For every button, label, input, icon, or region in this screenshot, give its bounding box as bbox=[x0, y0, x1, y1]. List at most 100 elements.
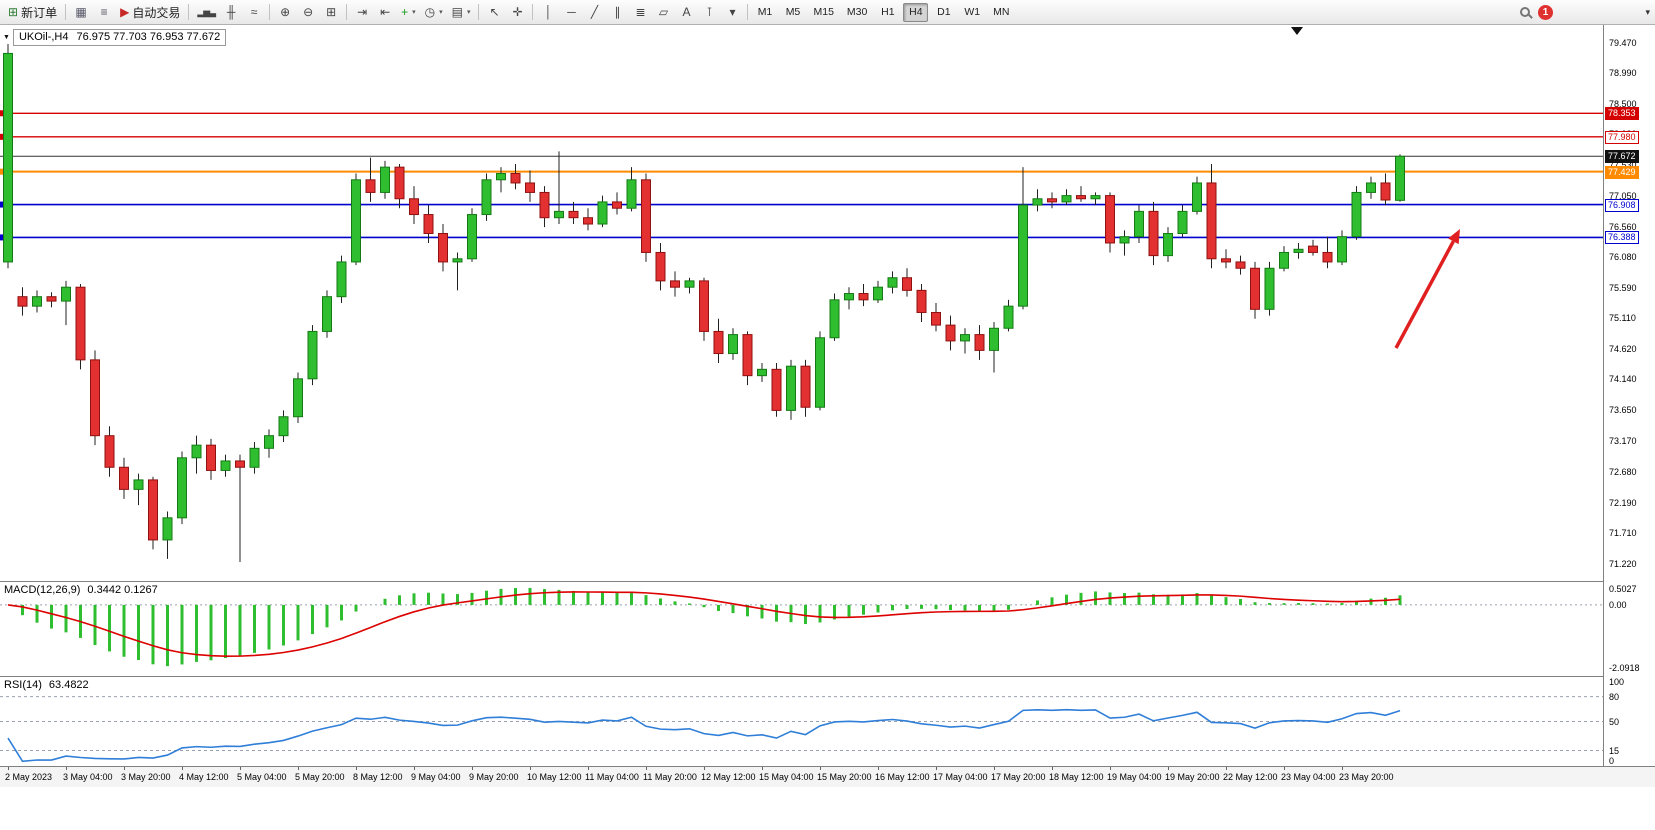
macd-pane[interactable]: MACD(12,26,9) 0.3442 0.1267 bbox=[0, 581, 1603, 676]
annotation-arrow bbox=[1394, 240, 1455, 349]
periods-button[interactable]: ◷ ▾ bbox=[421, 2, 447, 23]
chart-shift-button[interactable]: ⇤ bbox=[374, 2, 396, 23]
timeframe-h1-button[interactable]: H1 bbox=[875, 3, 900, 22]
vertical-line-tool-button[interactable]: │ bbox=[537, 2, 559, 23]
timeframe-m15-button[interactable]: M15 bbox=[808, 3, 838, 22]
candle bbox=[858, 293, 869, 301]
time-label: 4 May 12:00 bbox=[179, 772, 229, 782]
search-icon[interactable] bbox=[1520, 7, 1533, 19]
candle bbox=[1293, 248, 1304, 253]
hline-price-badge: 76.908 bbox=[1605, 198, 1639, 212]
line-chart-type-button[interactable]: ≈ bbox=[243, 2, 265, 23]
trendline-tool-button[interactable]: ╱ bbox=[583, 2, 605, 23]
main-chart-pane[interactable]: ▼ UKOil-,H4 76.975 77.703 76.953 77.672 bbox=[0, 25, 1603, 581]
time-label: 15 May 04:00 bbox=[759, 772, 814, 782]
timeframe-d1-button[interactable]: D1 bbox=[931, 3, 956, 22]
candle bbox=[1105, 195, 1115, 244]
time-label: 9 May 20:00 bbox=[469, 772, 519, 782]
candle bbox=[1163, 233, 1173, 257]
horizontal-line-tool-icon: ─ bbox=[567, 5, 576, 19]
time-tick bbox=[1342, 767, 1343, 770]
bar-chart-type-button[interactable]: ▂▅▃ bbox=[193, 2, 219, 23]
auto-scroll-button[interactable]: ⇥ bbox=[351, 2, 373, 23]
timeframe-w1-button[interactable]: W1 bbox=[959, 3, 985, 22]
time-axis[interactable]: 2 May 2023 3 May 04:00 3 May 20:00 4 May 12… bbox=[0, 766, 1655, 787]
candle bbox=[1192, 182, 1202, 212]
templates-button[interactable]: ▤ ▾ bbox=[448, 2, 475, 23]
timeframe-m30-button[interactable]: M30 bbox=[842, 3, 872, 22]
notification-badge[interactable]: 1 bbox=[1538, 4, 1553, 20]
objects-list-button[interactable]: ▾ bbox=[721, 2, 743, 23]
zoom-out-button[interactable]: ⊖ bbox=[297, 2, 319, 23]
auto-scroll-icon: ⇥ bbox=[357, 5, 368, 19]
time-label: 2 May 2023 bbox=[5, 772, 53, 782]
time-tick bbox=[1226, 767, 1227, 770]
toolbar-separator bbox=[188, 4, 190, 20]
candle bbox=[3, 52, 13, 263]
toolbar-separator bbox=[747, 4, 749, 20]
price-axis-label: 74.140 bbox=[1609, 374, 1637, 385]
new-order-button[interactable]: ⊞ 新订单 bbox=[4, 2, 61, 23]
timeframe-h4-button[interactable]: H4 bbox=[903, 2, 929, 22]
hline-price-badge: 77.980 bbox=[1605, 130, 1639, 144]
timeframe-m1-button[interactable]: M1 bbox=[752, 3, 777, 22]
toolbar-separator bbox=[269, 4, 271, 20]
hline-price-badge: 78.353 bbox=[1605, 107, 1639, 121]
candle bbox=[1076, 195, 1086, 200]
candlestick-chart-type-button[interactable]: ╫ bbox=[220, 2, 242, 23]
candle bbox=[380, 166, 390, 193]
candle bbox=[800, 365, 811, 408]
chart-scroll-marker bbox=[1291, 27, 1303, 35]
candle bbox=[1018, 204, 1028, 307]
toolbar-overflow-icon[interactable]: ▾ bbox=[1645, 7, 1650, 17]
bar-chart-type-icon: ▂▅▃ bbox=[197, 6, 216, 17]
horizontal-line-tool-button[interactable]: ─ bbox=[560, 2, 582, 23]
time-label: 17 May 20:00 bbox=[991, 772, 1046, 782]
channel-tool-button[interactable]: ∥ bbox=[606, 2, 628, 23]
macd-signal-line bbox=[7, 591, 1401, 657]
navigator-button[interactable]: ≡ bbox=[93, 2, 115, 23]
indicators-button[interactable]: + ▾ bbox=[397, 2, 420, 23]
charts-window-icon: ▦ bbox=[75, 5, 87, 19]
candle bbox=[481, 179, 492, 216]
candle bbox=[583, 217, 593, 225]
shapes-tool-button[interactable]: ▱ bbox=[652, 2, 674, 23]
candle bbox=[626, 179, 637, 209]
candle bbox=[206, 444, 216, 471]
candle bbox=[1177, 210, 1188, 235]
text-tool-button[interactable]: A bbox=[675, 2, 697, 23]
rsi-pane[interactable]: RSI(14) 63.4822 bbox=[0, 676, 1603, 767]
cursor-tool-button[interactable]: ↖ bbox=[483, 2, 505, 23]
candle bbox=[104, 435, 115, 468]
tile-windows-button[interactable]: ⊞ bbox=[320, 2, 342, 23]
candle bbox=[510, 172, 521, 184]
rsi-axis-label: 0 bbox=[1609, 756, 1615, 766]
new-order-label: 新订单 bbox=[21, 5, 58, 20]
timeframe-m5-button[interactable]: M5 bbox=[780, 3, 805, 22]
time-tick bbox=[1168, 767, 1169, 770]
price-axis[interactable]: 79.47078.99078.50078.02077.53077.05076.5… bbox=[1603, 25, 1655, 766]
symbol-dropdown-icon[interactable]: ▼ bbox=[3, 34, 10, 41]
charts-window-button[interactable]: ▦ bbox=[70, 2, 92, 23]
candle bbox=[1119, 236, 1130, 244]
candle bbox=[336, 261, 347, 298]
macd-axis-label: 0.5027 bbox=[1609, 584, 1637, 594]
zoom-in-button[interactable]: ⊕ bbox=[274, 2, 296, 23]
price-axis-label: 79.470 bbox=[1609, 37, 1637, 48]
candle bbox=[1366, 182, 1376, 193]
auto-trading-button[interactable]: ▶ 自动交易 bbox=[116, 2, 184, 23]
candle bbox=[75, 286, 86, 361]
candle bbox=[32, 296, 42, 307]
ohlc-values: 76.975 77.703 76.953 77.672 bbox=[76, 31, 221, 43]
arrow-tool-button[interactable]: ⊺ bbox=[698, 2, 720, 23]
time-tick bbox=[356, 767, 357, 770]
fibonacci-tool-button[interactable]: ≣ bbox=[629, 2, 651, 23]
navigator-icon: ≡ bbox=[100, 5, 108, 19]
timeframe-mn-button[interactable]: MN bbox=[988, 3, 1014, 22]
time-label: 5 May 04:00 bbox=[237, 772, 287, 782]
macd-values: 0.3442 0.1267 bbox=[87, 584, 158, 596]
candle bbox=[597, 201, 608, 225]
crosshair-tool-button[interactable]: ✛ bbox=[506, 2, 528, 23]
symbol-info-frame: UKOil-,H4 76.975 77.703 76.953 77.672 bbox=[12, 29, 227, 46]
macd-axis-label: -2.0918 bbox=[1609, 663, 1640, 673]
